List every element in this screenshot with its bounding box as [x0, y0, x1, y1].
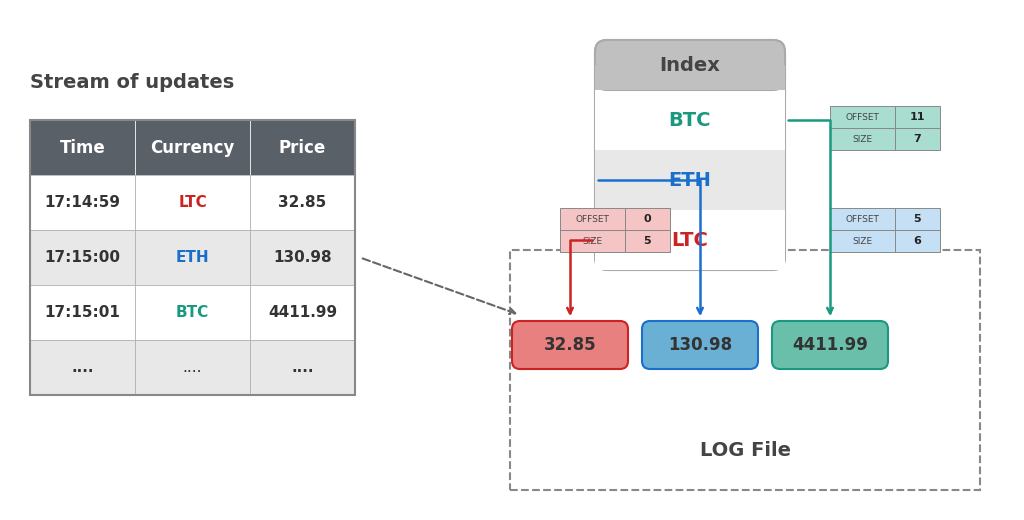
Text: SIZE: SIZE	[852, 135, 872, 144]
Text: 130.98: 130.98	[668, 336, 732, 354]
Bar	[625, 230, 670, 252]
Text: ETH: ETH	[176, 250, 209, 265]
Text: LOG File: LOG File	[699, 440, 791, 460]
Text: 11: 11	[909, 112, 926, 122]
Bar	[250, 230, 355, 285]
Bar	[595, 150, 785, 210]
Bar	[560, 230, 625, 252]
Bar	[135, 230, 250, 285]
Text: ....: ....	[291, 360, 313, 375]
Bar	[895, 106, 940, 128]
Bar	[30, 120, 355, 395]
Bar	[830, 128, 895, 150]
Bar	[830, 106, 895, 128]
Text: 0: 0	[644, 214, 651, 224]
Text: SIZE: SIZE	[852, 237, 872, 245]
Bar	[135, 120, 250, 175]
Bar	[595, 90, 785, 150]
FancyBboxPatch shape	[772, 321, 888, 369]
Text: 32.85: 32.85	[279, 195, 327, 210]
Bar	[250, 175, 355, 230]
Text: Index: Index	[659, 56, 721, 74]
Text: 17:15:00: 17:15:00	[44, 250, 121, 265]
Bar	[625, 208, 670, 230]
Bar	[510, 250, 980, 490]
Text: Price: Price	[279, 138, 326, 157]
Text: 17:15:01: 17:15:01	[45, 305, 121, 320]
Text: 130.98: 130.98	[273, 250, 332, 265]
Bar	[560, 208, 625, 230]
Bar	[595, 65, 785, 90]
Text: SIZE: SIZE	[583, 237, 602, 245]
Bar	[895, 208, 940, 230]
Text: 6: 6	[913, 236, 922, 246]
Text: ....: ....	[182, 360, 203, 375]
Text: 32.85: 32.85	[544, 336, 596, 354]
Bar	[30, 340, 135, 395]
Text: ....: ....	[72, 360, 94, 375]
Bar	[135, 175, 250, 230]
Text: Stream of updates: Stream of updates	[30, 73, 234, 92]
Text: Time: Time	[59, 138, 105, 157]
Bar	[595, 210, 785, 270]
Text: ETH: ETH	[669, 171, 712, 189]
Bar	[830, 230, 895, 252]
Bar	[30, 230, 135, 285]
FancyBboxPatch shape	[595, 40, 785, 90]
Text: 4411.99: 4411.99	[792, 336, 868, 354]
Bar	[250, 120, 355, 175]
Bar	[895, 128, 940, 150]
Text: 7: 7	[913, 134, 922, 144]
Text: OFFSET: OFFSET	[575, 215, 609, 224]
Bar	[830, 208, 895, 230]
FancyBboxPatch shape	[595, 40, 785, 270]
Text: OFFSET: OFFSET	[846, 112, 880, 122]
Bar	[135, 340, 250, 395]
Bar	[30, 120, 135, 175]
FancyBboxPatch shape	[642, 321, 758, 369]
Text: BTC: BTC	[669, 111, 712, 129]
Text: 5: 5	[913, 214, 922, 224]
Bar	[250, 340, 355, 395]
Text: LTC: LTC	[178, 195, 207, 210]
Text: 17:14:59: 17:14:59	[44, 195, 121, 210]
Text: LTC: LTC	[672, 230, 709, 250]
Bar	[895, 230, 940, 252]
Bar	[135, 285, 250, 340]
Text: Currency: Currency	[151, 138, 234, 157]
FancyBboxPatch shape	[512, 321, 628, 369]
Text: 5: 5	[644, 236, 651, 246]
Text: 4411.99: 4411.99	[268, 305, 337, 320]
Bar	[250, 285, 355, 340]
Text: BTC: BTC	[176, 305, 209, 320]
Text: OFFSET: OFFSET	[846, 215, 880, 224]
Bar	[30, 175, 135, 230]
Bar	[30, 285, 135, 340]
